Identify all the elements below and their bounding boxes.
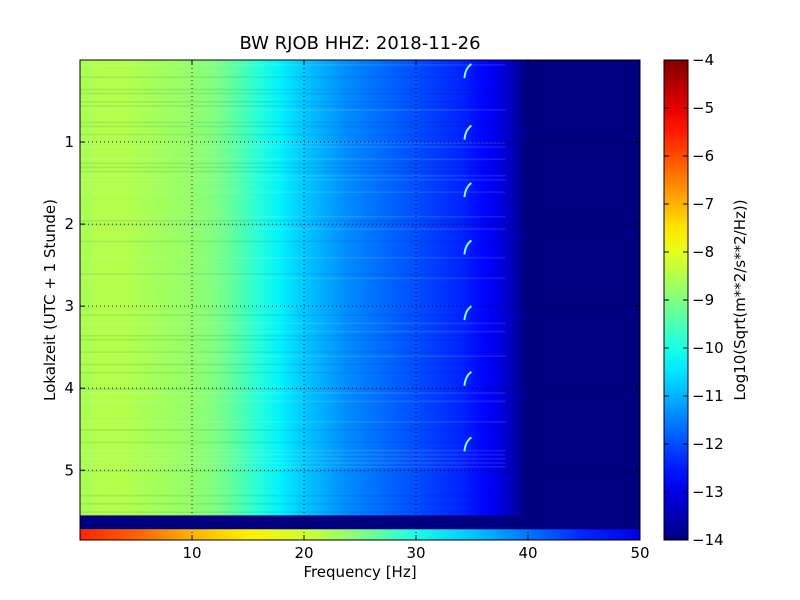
colorbar-label: Log10(Sqrt(m**2/s**2/Hz)) <box>731 199 749 400</box>
time-row-stripe <box>80 133 506 136</box>
colorbar-tick-label: −5 <box>692 99 714 117</box>
x-tick-label: 10 <box>182 544 201 562</box>
colorbar-tick-label: −14 <box>692 531 724 549</box>
time-row-stripe <box>80 215 506 218</box>
time-row-stripe <box>80 330 506 333</box>
colorbar-tick-label: −12 <box>692 435 724 453</box>
colorbar-tick-label: −7 <box>692 195 714 213</box>
time-row-stripe <box>80 170 506 173</box>
time-row-stripe <box>80 162 506 165</box>
time-row-stripe <box>80 92 506 95</box>
y-tick-label: 4 <box>64 379 74 397</box>
time-row-stripe <box>80 101 506 103</box>
time-row-stripe <box>80 503 506 505</box>
colorbar-tick-label: −8 <box>692 243 714 261</box>
time-row-stripe <box>80 338 506 341</box>
colorbar-tick-label: −10 <box>692 339 724 357</box>
time-row-stripe <box>80 462 506 464</box>
time-row-stripe <box>80 441 506 444</box>
colorbar-tick-label: −6 <box>692 147 714 165</box>
time-row-stripe <box>80 64 506 66</box>
time-row-stripe <box>80 511 506 513</box>
time-row-stripe <box>80 363 506 366</box>
time-row-stripe <box>80 121 506 124</box>
time-row-stripe <box>80 388 506 390</box>
time-row-stripe <box>80 392 506 394</box>
colorbar-tick-label: −4 <box>692 51 714 69</box>
time-row-stripe <box>80 174 506 177</box>
tonal-feature-mark <box>463 305 472 321</box>
time-row-stripe <box>80 166 506 169</box>
time-row-stripe <box>80 400 506 403</box>
time-row-stripe <box>80 457 506 460</box>
time-row-stripe <box>80 256 506 259</box>
time-row-stripe <box>80 178 506 181</box>
time-row-stripe <box>80 449 506 452</box>
x-axis-label: Frequency [Hz] <box>303 563 416 581</box>
time-row-stripe <box>80 158 506 161</box>
heatmap-main-band <box>80 60 640 540</box>
tonal-feature-marks <box>463 63 472 452</box>
time-row-stripe <box>80 470 506 472</box>
final-time-row <box>80 529 640 540</box>
tonal-feature-mark <box>463 436 472 452</box>
y-tick-label: 3 <box>64 297 74 315</box>
tonal-feature-mark <box>463 124 472 140</box>
y-tick-label: 2 <box>64 215 74 233</box>
plot-frame <box>79 59 641 541</box>
time-row-stripe <box>80 453 506 456</box>
time-row-stripe <box>80 220 506 222</box>
time-row-stripe <box>80 273 506 275</box>
colorbar-tick-label: −9 <box>692 291 714 309</box>
tonal-feature-mark <box>463 239 472 255</box>
time-row-stripe <box>80 191 506 193</box>
time-row-stripe <box>80 334 506 337</box>
time-row-stripe <box>80 277 506 280</box>
tonal-feature-mark <box>463 182 472 198</box>
spectrogram-plot <box>80 60 640 540</box>
time-row-stripe <box>80 228 506 230</box>
time-row-stripe <box>80 429 506 431</box>
y-tick-label: 1 <box>64 133 74 151</box>
time-row-stripe <box>80 355 506 358</box>
time-row-stripe <box>80 322 506 325</box>
time-row-stripe <box>80 371 506 374</box>
x-tick-label: 50 <box>630 544 649 562</box>
x-tick-label: 30 <box>406 544 425 562</box>
time-row-stripe <box>80 314 506 316</box>
time-row-variations <box>80 64 506 513</box>
time-row-stripe <box>80 224 506 226</box>
time-row-stripe <box>80 421 506 423</box>
y-axis: 1 2 3 4 5 <box>64 133 640 479</box>
data-gap-band <box>80 515 640 530</box>
x-tick-label: 20 <box>294 544 313 562</box>
tonal-feature-mark <box>463 63 472 79</box>
x-axis: 10 20 30 40 50 <box>182 60 650 562</box>
time-row-stripe <box>80 76 506 79</box>
time-row-stripe <box>80 351 506 353</box>
chart-title: BW RJOB HHZ: 2018-11-26 <box>239 33 480 54</box>
time-row-stripe <box>80 105 506 107</box>
y-axis-label: Lokalzeit (UTC + 1 Stunde) <box>41 199 59 401</box>
time-row-stripe <box>80 240 506 243</box>
colorbar-ticks: −14 −13 −12 −11 −10 −9 −8 −7 −6 −5 −4 <box>664 51 724 549</box>
time-row-stripe <box>80 494 506 497</box>
colorbar-tick-label: −11 <box>692 387 724 405</box>
x-tick-label: 40 <box>518 544 537 562</box>
y-tick-label: 5 <box>64 461 74 479</box>
grid-lines <box>80 60 640 540</box>
time-row-stripe <box>80 142 506 144</box>
time-row-stripe <box>80 88 506 91</box>
time-row-stripe <box>80 109 506 111</box>
tonal-feature-mark <box>463 370 472 386</box>
time-row-stripe <box>80 125 506 128</box>
time-row-stripe <box>80 466 506 468</box>
time-row-stripe <box>80 146 506 148</box>
colorbar-tick-label: −13 <box>692 483 724 501</box>
colorbar: −14 −13 −12 −11 −10 −9 −8 −7 −6 −5 −4 <box>663 51 724 549</box>
